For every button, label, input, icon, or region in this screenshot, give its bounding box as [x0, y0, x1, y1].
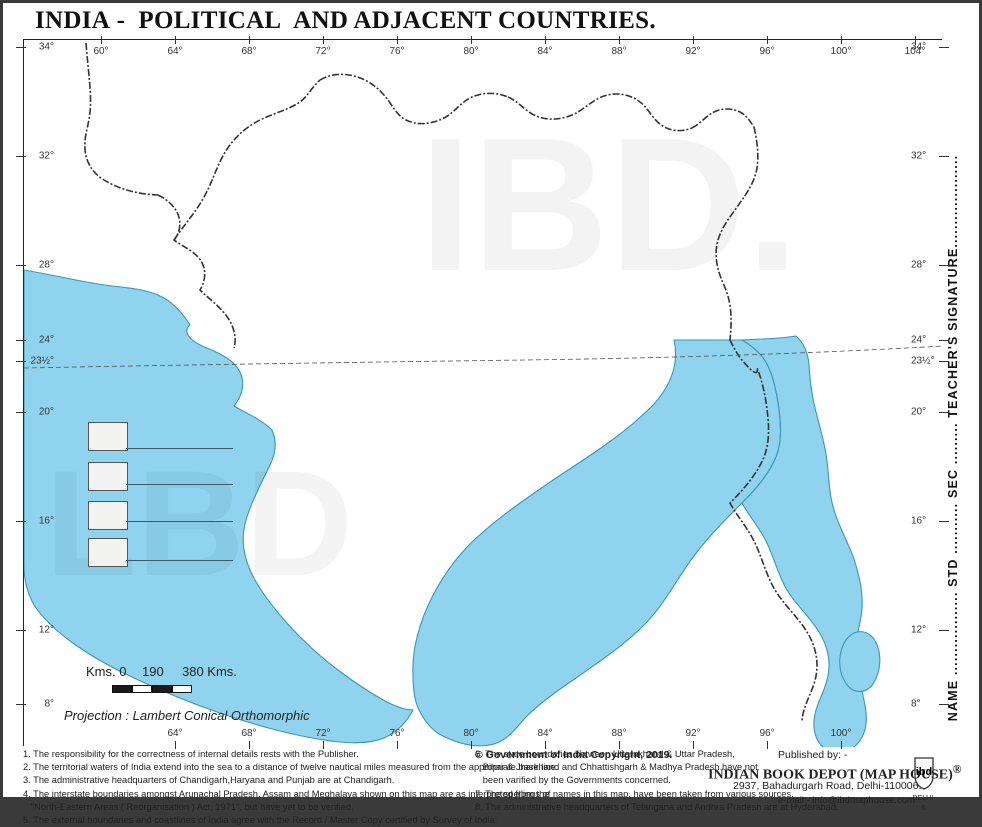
svg-text:IBD.: IBD.: [419, 99, 799, 311]
svg-text:ibd: ibd: [916, 766, 933, 778]
